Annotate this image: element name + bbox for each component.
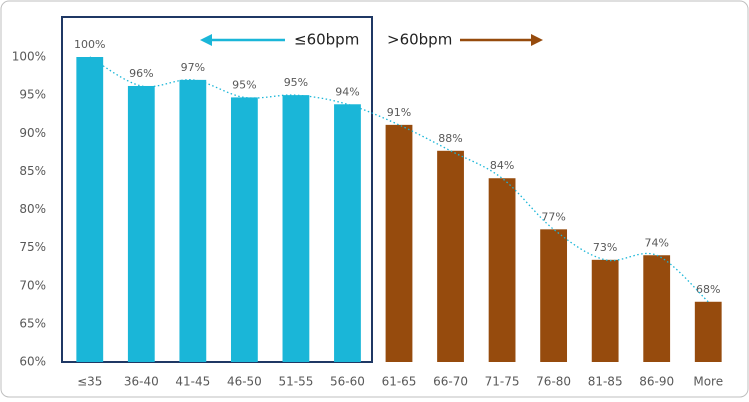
bar bbox=[437, 150, 464, 362]
y-tick-label: 100% bbox=[12, 50, 46, 64]
bar bbox=[282, 95, 310, 362]
x-tick-label: More bbox=[693, 375, 723, 389]
bar bbox=[76, 57, 104, 362]
y-tick-label: 75% bbox=[19, 240, 46, 254]
x-tick-label: 66-70 bbox=[433, 375, 468, 389]
group-box bbox=[61, 16, 373, 363]
x-tick-label: 36-40 bbox=[124, 375, 159, 389]
arrow-head bbox=[531, 34, 543, 46]
data-label: 97% bbox=[181, 61, 205, 74]
data-label: 95% bbox=[232, 78, 256, 91]
data-label: 95% bbox=[284, 76, 308, 89]
data-label: 96% bbox=[129, 67, 153, 80]
bar bbox=[540, 229, 568, 362]
y-tick-label: 65% bbox=[19, 316, 46, 330]
bar bbox=[334, 104, 361, 363]
x-tick-label: ≤35 bbox=[77, 375, 102, 389]
bar bbox=[591, 259, 619, 362]
arrow-head bbox=[200, 34, 212, 46]
data-label: 68% bbox=[696, 283, 720, 296]
y-tick-label: 90% bbox=[19, 126, 46, 140]
data-label: 91% bbox=[387, 106, 411, 119]
x-tick-label: 41-45 bbox=[175, 375, 210, 389]
y-tick-label: 85% bbox=[19, 164, 46, 178]
data-label: 94% bbox=[335, 85, 359, 98]
data-label: 73% bbox=[593, 241, 617, 254]
data-label: 88% bbox=[438, 132, 462, 145]
bar bbox=[488, 178, 516, 362]
x-tick-label: 76-80 bbox=[536, 375, 571, 389]
x-tick-label: 71-75 bbox=[485, 375, 520, 389]
x-tick-label: 61-65 bbox=[382, 375, 417, 389]
x-tick-label: 81-85 bbox=[588, 375, 623, 389]
annotation: ≤60bpm bbox=[294, 31, 359, 49]
bar bbox=[694, 301, 722, 362]
y-tick-label: 70% bbox=[19, 278, 46, 292]
bar bbox=[643, 255, 671, 362]
annotation: >60bpm bbox=[387, 31, 452, 49]
y-tick-label: 95% bbox=[19, 88, 46, 102]
data-label: 100% bbox=[74, 38, 105, 51]
x-tick-label: 51-55 bbox=[278, 375, 313, 389]
bar bbox=[179, 79, 207, 362]
y-tick-label: 60% bbox=[19, 355, 46, 369]
x-tick-label: 86-90 bbox=[639, 375, 674, 389]
x-tick-label: 56-60 bbox=[330, 375, 365, 389]
bar bbox=[127, 85, 155, 362]
data-label: 84% bbox=[490, 159, 514, 172]
data-label: 74% bbox=[644, 236, 668, 249]
data-label: 77% bbox=[541, 210, 565, 223]
x-tick-label: 46-50 bbox=[227, 375, 262, 389]
bar bbox=[385, 124, 413, 362]
bar bbox=[230, 97, 258, 362]
y-tick-label: 80% bbox=[19, 202, 46, 216]
